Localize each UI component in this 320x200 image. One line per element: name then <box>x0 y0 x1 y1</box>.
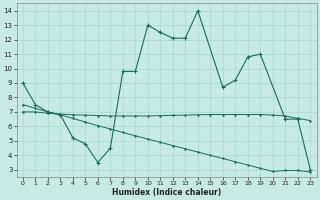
X-axis label: Humidex (Indice chaleur): Humidex (Indice chaleur) <box>112 188 221 197</box>
